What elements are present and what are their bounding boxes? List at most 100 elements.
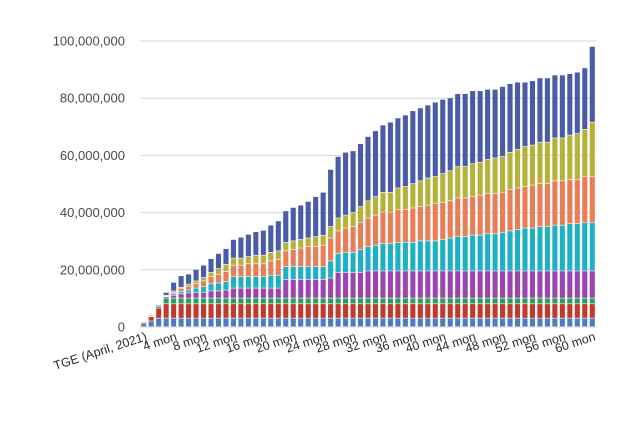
bar-segment	[448, 98, 453, 170]
bar-segment	[515, 318, 520, 326]
y-axis-tick-labels: 020,000,00040,000,00060,000,00080,000,00…	[53, 34, 125, 335]
bar-segment	[552, 318, 557, 326]
bar-segment	[448, 238, 453, 270]
bar-segment	[194, 281, 199, 283]
bar-segment	[395, 243, 400, 271]
bar-segment	[485, 234, 490, 271]
bar-segment	[238, 277, 243, 288]
bar-segment	[238, 304, 243, 318]
bar-segment	[418, 181, 423, 206]
bar-segment	[201, 318, 206, 326]
bar-segment	[448, 298, 453, 303]
bar-segment	[388, 318, 393, 326]
bar-segment	[298, 205, 303, 239]
bar-segment	[500, 298, 505, 303]
bar-segment	[582, 130, 587, 177]
bar-segment	[186, 290, 191, 292]
bar-segment	[283, 298, 288, 303]
bar-segment	[194, 270, 199, 281]
bar-segment	[425, 205, 430, 240]
bar-segment	[261, 318, 266, 326]
bar-segment	[582, 223, 587, 271]
bar-segment	[582, 177, 587, 222]
bar-segment	[470, 197, 475, 235]
bar-segment	[507, 304, 512, 318]
bar-segment	[179, 289, 184, 291]
bar-segment	[522, 271, 527, 298]
bar-segment	[455, 237, 460, 271]
bar-segment	[343, 318, 348, 326]
bar-segment	[567, 224, 572, 271]
bar-segment	[530, 298, 535, 303]
bar-segment	[336, 298, 341, 303]
bar-segment	[425, 105, 430, 177]
bar-segment	[253, 304, 258, 318]
bar-segment	[268, 225, 273, 252]
bar-segment	[463, 318, 468, 326]
bar-segment	[448, 271, 453, 298]
bar-segment	[306, 298, 311, 303]
bar-segment	[298, 318, 303, 326]
bar-segment	[552, 225, 557, 270]
bar-segment	[179, 294, 184, 298]
bar-segment	[582, 318, 587, 326]
bar-segment	[470, 235, 475, 270]
bar-segment	[433, 177, 438, 204]
bar-segment	[186, 304, 191, 318]
y-tick-label: 20,000,000	[60, 262, 125, 277]
bar-segment	[186, 274, 191, 283]
bar-segment	[545, 304, 550, 318]
bar-segment	[291, 304, 296, 318]
bar-segment	[410, 304, 415, 318]
bar-segment	[545, 143, 550, 184]
bar-segment	[231, 240, 236, 258]
bar-segment	[246, 288, 251, 297]
bar-segment	[283, 267, 288, 279]
bar-segment	[485, 318, 490, 326]
bar-segment	[358, 250, 363, 272]
bar-segment	[216, 298, 221, 303]
bar-segment	[388, 304, 393, 318]
bar-segment	[201, 278, 206, 281]
bar-segment	[470, 91, 475, 163]
bar-segment	[433, 102, 438, 176]
bar-segment	[246, 298, 251, 303]
bar-segment	[395, 210, 400, 242]
bar-segment	[470, 318, 475, 326]
bar-segment	[515, 298, 520, 303]
bar-segment	[186, 318, 191, 326]
bar-segment	[425, 318, 430, 326]
bar-segment	[567, 135, 572, 179]
bar-segment	[231, 277, 236, 288]
bar-segment	[171, 293, 176, 294]
bar-segment	[231, 258, 236, 265]
bar-segment	[208, 304, 213, 318]
bar-segment	[313, 298, 318, 303]
bar-segment	[313, 318, 318, 326]
bar-segment	[373, 304, 378, 318]
bar-segment	[545, 298, 550, 303]
bar-segment	[186, 287, 191, 290]
bar-segment	[194, 298, 199, 303]
bar-segment	[351, 151, 356, 212]
bar-segment	[179, 298, 184, 303]
bar-segment	[418, 207, 423, 241]
bar-segment	[567, 271, 572, 298]
bar-segment	[507, 231, 512, 270]
bar-segment	[575, 224, 580, 271]
bar-segment	[507, 84, 512, 152]
bar-segment	[373, 215, 378, 244]
bar-segment	[448, 201, 453, 238]
bar-segment	[291, 250, 296, 267]
bar-segment	[298, 280, 303, 298]
bar-segment	[537, 304, 542, 318]
bar-segment	[530, 304, 535, 318]
bar-segment	[448, 318, 453, 326]
bar-segment	[238, 237, 243, 257]
bar-segment	[515, 82, 520, 149]
bar-segment	[552, 138, 557, 180]
bar-segment	[223, 318, 228, 326]
bar-segment	[515, 304, 520, 318]
bar-segment	[537, 184, 542, 226]
bar-segment	[388, 244, 393, 271]
